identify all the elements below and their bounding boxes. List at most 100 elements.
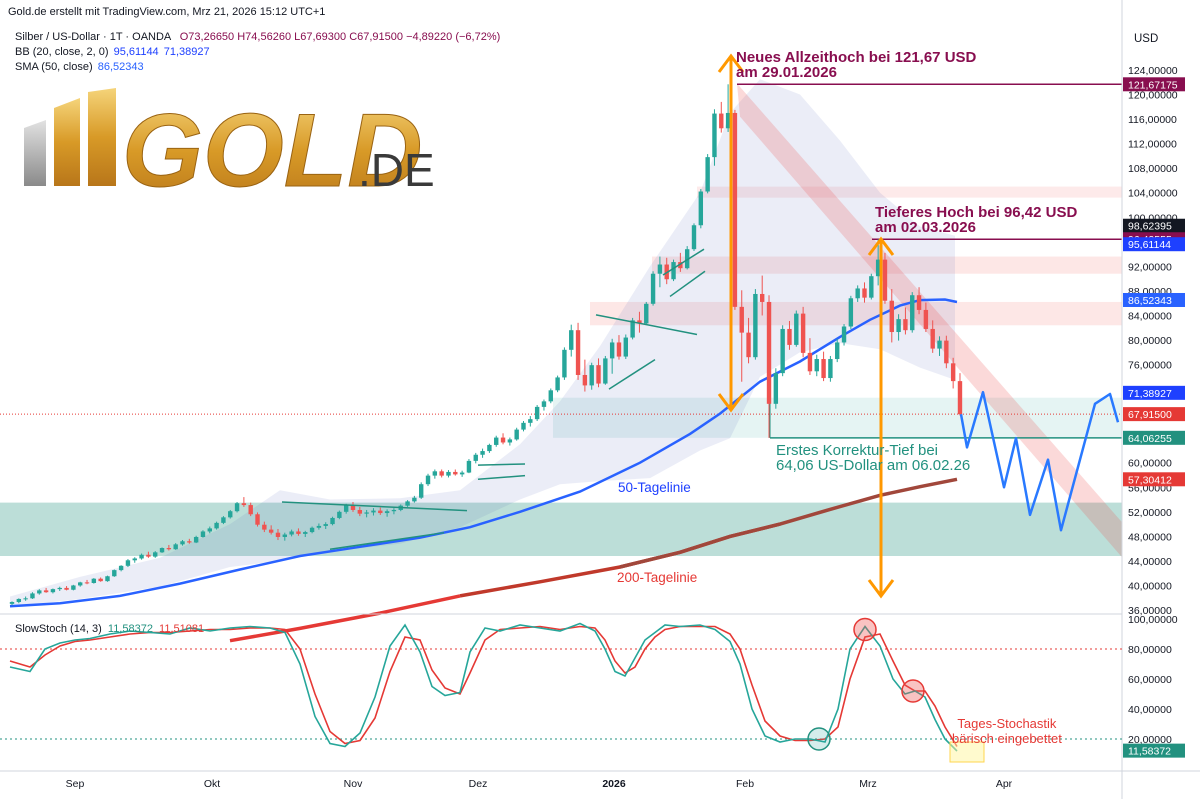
price-tick-label: 120,00000 [1128, 90, 1178, 102]
candle-body [446, 471, 451, 476]
candle-body [473, 454, 478, 461]
pattern-line [662, 248, 705, 276]
candle-body [78, 582, 83, 586]
price-tick-label: 44,00000 [1128, 556, 1172, 568]
candle-body [37, 590, 42, 594]
candle-body [630, 320, 635, 338]
pattern-line [477, 463, 526, 466]
bb-label: BB (20, close, 2, 0) [15, 46, 109, 58]
stoch-k-line [9, 622, 958, 752]
sma200-line-brown [619, 477, 958, 569]
price-badge-bg [1123, 385, 1185, 400]
candle-body [357, 509, 363, 514]
chart-patterns [281, 248, 706, 550]
candle-body [794, 313, 799, 345]
candle-body [139, 554, 144, 559]
stoch-cross-marker [901, 679, 925, 703]
currency-label[interactable]: USD [1134, 33, 1158, 45]
pattern-line [608, 359, 656, 390]
logo-wordmark: GOLD [122, 93, 422, 198]
lower-high-line1: Tieferes Hoch bei 96,42 USD [875, 204, 1078, 221]
candle-body [296, 531, 301, 534]
candle-body [289, 531, 294, 535]
candle-body [869, 276, 874, 298]
support-zone-light [553, 397, 1122, 438]
stoch-k-value: 11,58372 [107, 623, 153, 635]
candle-body [364, 512, 369, 514]
candlesticks [9, 84, 963, 606]
candle-body [916, 295, 922, 310]
candle-body [596, 365, 601, 384]
time-tick-label: Nov [344, 778, 363, 790]
candle-body [821, 359, 826, 379]
candle-body [50, 589, 56, 593]
sma-legend[interactable]: SMA (50, close) 86,52343 [15, 61, 144, 73]
candle-body [746, 332, 751, 358]
candle-body [405, 501, 410, 506]
stoch-tick-label: 60,00000 [1128, 674, 1172, 686]
candle-body [848, 298, 854, 327]
candle-body [548, 390, 553, 402]
pattern-line [281, 501, 468, 512]
candle-body [303, 532, 308, 534]
candle-body [760, 293, 765, 302]
candle-body [773, 373, 779, 404]
price-tick-label: 108,00000 [1128, 163, 1178, 175]
price-tick-label: 112,00000 [1128, 139, 1177, 151]
price-tick-label: 52,00000 [1128, 507, 1172, 519]
candle-body [807, 352, 813, 372]
symbol-info: Silber / US-Dollar · 1T · OANDA O73,2665… [15, 31, 500, 43]
stoch-tick-label: 20,00000 [1128, 734, 1172, 746]
stoch-label: SlowStoch (14, 3) [15, 623, 102, 635]
range-arrows [717, 53, 895, 599]
candle-body [228, 511, 233, 518]
stoch-legend[interactable]: SlowStoch (14, 3) 11,58372 11,51081 [15, 623, 204, 635]
candle-body [487, 444, 492, 452]
candle-body [118, 565, 124, 571]
candle-body [425, 475, 431, 485]
resistance-zone-1 [590, 301, 1122, 326]
candle-body [623, 337, 628, 357]
candle-body [105, 576, 110, 582]
candle-body [64, 587, 69, 590]
candle-body [125, 560, 131, 566]
candle-body [323, 524, 328, 526]
currency-box[interactable] [1123, 26, 1191, 50]
lower-high-annotation: Tieferes Hoch bei 96,42 USD am 02.03.202… [875, 205, 1077, 235]
time-axis[interactable]: Sep Okt Nov Dez 2026 Feb Mrz Apr [66, 778, 1013, 790]
moving-averages [9, 298, 958, 643]
stoch-axis[interactable]: 100,00000 80,00000 60,00000 40,00000 20,0000… [1123, 614, 1185, 758]
price-badge-label: 67,91500 [1128, 409, 1172, 421]
candle-body [214, 522, 219, 529]
candle-body [337, 511, 342, 518]
candle-body [30, 593, 35, 599]
candle-body [712, 113, 717, 158]
support-zone-teal [0, 502, 1122, 556]
candle-body [719, 113, 724, 129]
candle-body [241, 503, 247, 506]
candle-body [930, 328, 935, 349]
candle-body [514, 429, 519, 440]
candle-body [862, 288, 867, 298]
correction-annotation: Erstes Korrektur-Tief bei 64,06 US-Dolla… [776, 443, 970, 473]
trend-channel-fill [737, 83, 1122, 558]
time-tick-label: 2026 [602, 778, 626, 790]
candle-body [732, 112, 738, 307]
candle-body [16, 598, 22, 603]
price-axis[interactable]: 124,00000 120,00000 116,00000 112,00000 108,… [1123, 65, 1185, 617]
candle-body [534, 406, 540, 420]
price-badge-bg [1123, 292, 1185, 307]
sma50-line [9, 298, 958, 608]
sma-label: SMA (50, close) [15, 61, 93, 73]
logo-bar-silver [24, 120, 46, 186]
symbol-name[interactable]: Silber / US-Dollar · 1T · OANDA [15, 31, 171, 43]
price-badge-bg [1123, 237, 1185, 252]
candle-body [923, 309, 929, 329]
bb-legend[interactable]: BB (20, close, 2, 0) 95,61144 71,38927 [15, 46, 210, 58]
candle-body [248, 505, 253, 515]
time-tick-label: Mrz [859, 778, 877, 790]
ohlc-open: O73,26650 [179, 31, 235, 43]
candle-body [419, 484, 424, 498]
candle-body [528, 419, 533, 423]
